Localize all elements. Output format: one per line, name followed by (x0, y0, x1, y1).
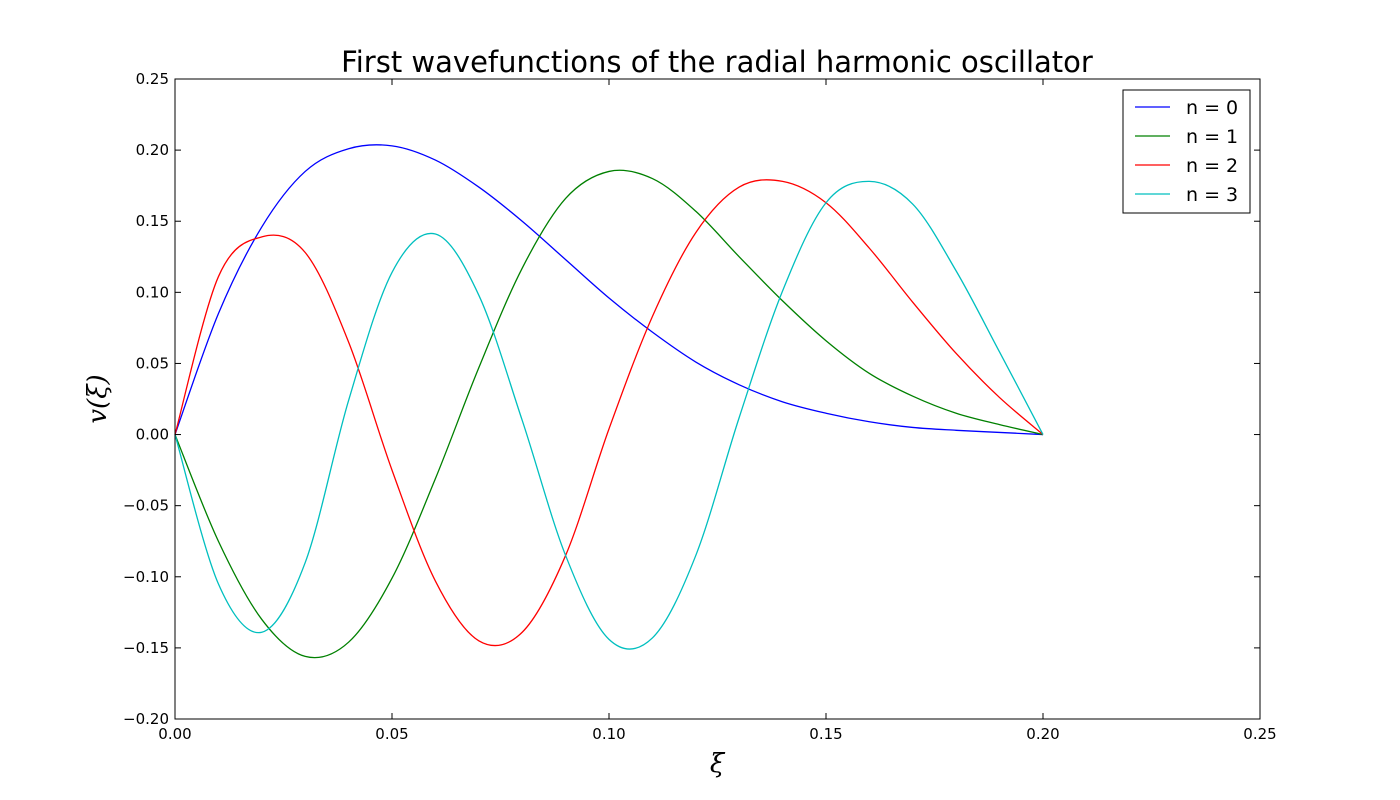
legend-label-n1: n = 1 (1186, 126, 1238, 148)
series-line-n3 (174, 180, 1044, 650)
y-tick-label: −0.20 (123, 710, 169, 728)
legend-label-n0: n = 0 (1186, 97, 1238, 119)
y-tick-label: −0.15 (123, 639, 169, 657)
y-tick-label: 0.15 (136, 212, 169, 230)
y-tick-label: 0.10 (136, 283, 169, 301)
y-tick-label: −0.05 (123, 497, 169, 515)
chart-title: First wavefunctions of the radial harmon… (341, 45, 1093, 79)
x-axis-label: ξ (710, 749, 726, 779)
legend: n = 0 n = 1 n = 2 n = 3 (1122, 89, 1251, 214)
ticks-layer: 0.00 0.05 0.10 0.15 0.20 0.25 −0.20 −0.15 −0.10 −… (123, 70, 1277, 743)
x-tick-label: 0.10 (592, 725, 625, 743)
series-line-n1 (174, 169, 1044, 659)
plot-frame (174, 78, 1261, 720)
y-tick-label: 0.25 (136, 70, 169, 88)
y-tick-label: 0.05 (136, 354, 169, 372)
y-tick-label: −0.10 (123, 568, 169, 586)
x-tick-label: 0.20 (1026, 725, 1059, 743)
x-tick-label: 0.25 (1243, 725, 1276, 743)
x-tick-label: 0.05 (375, 725, 408, 743)
legend-label-n2: n = 2 (1186, 155, 1238, 177)
legend-box (1122, 89, 1251, 214)
legend-label-n3: n = 3 (1186, 184, 1238, 206)
x-tick-label: 0.15 (809, 725, 842, 743)
x-tick-label: 0.00 (158, 725, 191, 743)
series-layer (174, 144, 1044, 659)
y-tick-label: 0.20 (136, 141, 169, 159)
series-line-n0 (174, 144, 1044, 436)
series-line-n2 (174, 179, 1044, 647)
y-axis-label: v(ξ) (83, 374, 113, 423)
y-tick-label: 0.00 (136, 426, 169, 444)
